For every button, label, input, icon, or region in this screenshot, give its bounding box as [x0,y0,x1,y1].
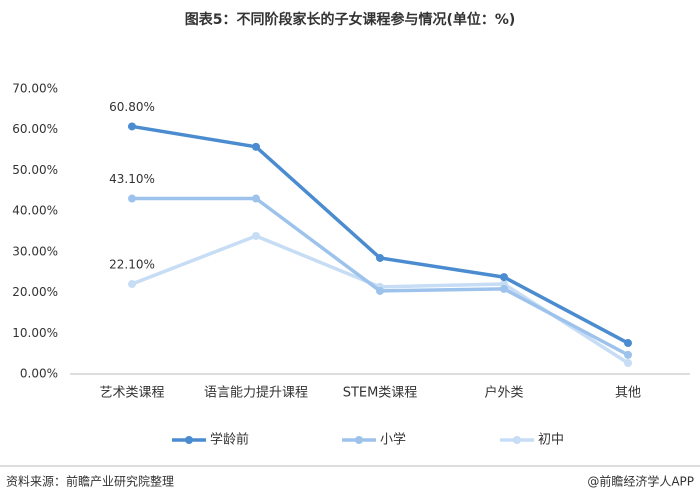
point [376,286,384,295]
point [376,253,384,262]
x-tick-label: 户外类 [484,385,523,401]
y-tick-label: 40.00% [12,204,58,218]
point [128,122,136,131]
point [500,284,508,293]
y-tick-label: 70.00% [12,82,58,96]
legend-marker [513,436,521,444]
point [252,142,260,151]
data-label: 22.10% [109,258,155,272]
y-tick-label: 10.00% [12,326,58,340]
credit: @前瞻经济学人APP [587,474,694,489]
point [624,339,632,348]
y-tick-label: 50.00% [12,163,58,177]
y-tick-label: 20.00% [12,285,58,299]
data-label: 43.10% [109,172,155,186]
chart-title: 图表5：不同阶段家长的子女课程参与情况(单位：%) [185,11,516,28]
legend-marker [185,436,193,444]
y-tick-label: 30.00% [12,244,58,258]
y-tick-label: 0.00% [20,367,58,381]
data-label: 60.80% [109,100,155,114]
x-tick-label: 语言能力提升课程 [204,385,308,401]
point [624,359,632,368]
point [500,273,508,282]
x-tick-label: 艺术类课程 [99,386,164,401]
x-tick-label: STEM类课程 [343,386,418,401]
series-line [131,124,629,345]
y-tick-label: 60.00% [12,122,58,136]
point [128,194,136,203]
point [624,350,632,359]
point [252,194,260,203]
point [128,280,136,289]
legend-label: 小学 [380,432,406,448]
legend-marker [355,436,363,444]
legend-label: 学龄前 [210,432,249,448]
series-line [132,196,629,357]
legend-label: 初中 [538,433,564,448]
x-tick-label: 其他 [615,386,641,401]
point [252,231,260,240]
source: 资料来源：前瞻产业研究院整理 [6,474,174,489]
